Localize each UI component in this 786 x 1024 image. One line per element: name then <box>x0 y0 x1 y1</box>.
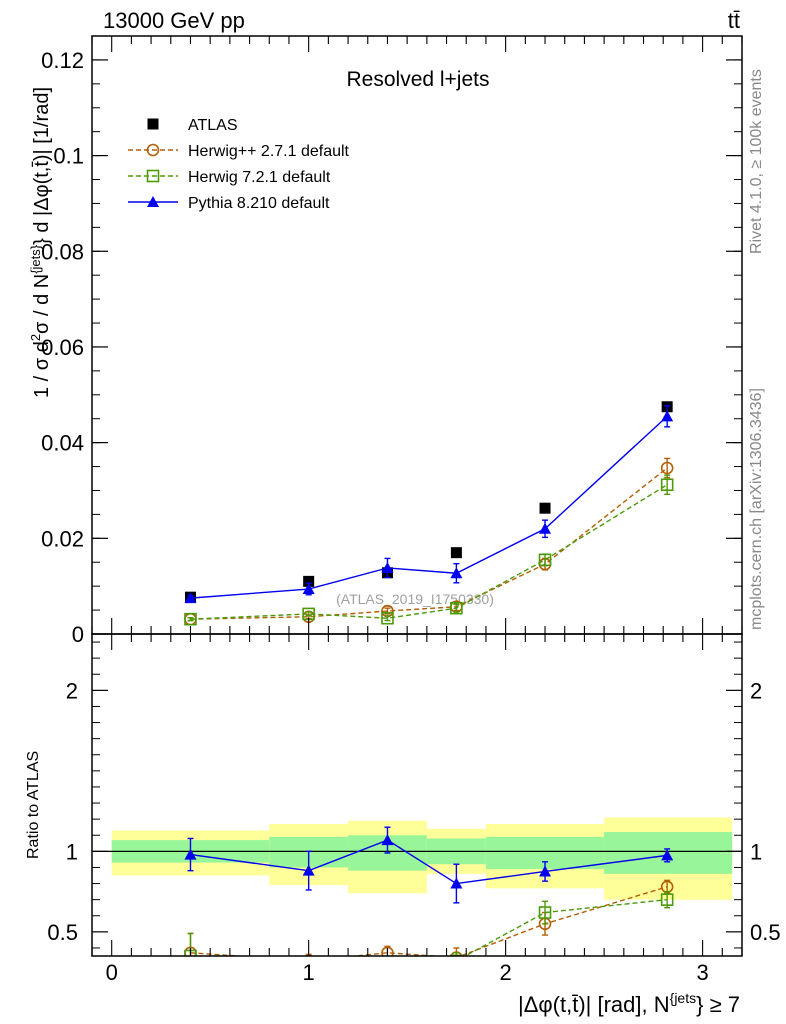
herwig-7-2-1-default-point <box>381 611 394 625</box>
legend-marker <box>147 196 159 207</box>
atlas-point <box>303 575 315 587</box>
pythia-8-210-default-point <box>661 410 674 422</box>
y-tick-label: 0.06 <box>41 335 84 360</box>
herwig-7-2-1-default-error-bar <box>542 900 549 925</box>
pythia-8-210-default-point <box>381 561 394 573</box>
main-axis-ticks <box>91 35 743 635</box>
herwig-7-2-1-default-point <box>660 893 674 906</box>
herwig-2-7-1-default-line <box>190 886 668 956</box>
ratio-y-tick-label: 1 <box>66 839 78 864</box>
pythia-8-210-default-point <box>184 592 197 604</box>
ratio-plot-data <box>92 817 742 977</box>
rivet-version-label: Rivet 4.1.0, ≥ 100k events <box>748 69 765 254</box>
legend-label: Herwig++ 2.7.1 default <box>188 143 350 160</box>
pythia-8-210-default-point <box>184 848 197 860</box>
legend-label: Herwig 7.2.1 default <box>188 169 331 186</box>
pythia-8-210-default-line <box>190 839 668 885</box>
y-tick-label: 0.02 <box>41 526 84 551</box>
herwig-7-2-1-default-point <box>450 954 463 956</box>
legend-marker <box>147 118 159 130</box>
ratio-panel: 0.5 0.5 1 1 2 2 0 1 2 3 Ratio to ATLAS |Δφ(t,t̄)… <box>25 633 781 1017</box>
main-panel: (ATLAS_2019_I1750330) 00.020.040.060.080… <box>28 35 743 647</box>
x-tick-label: 0 <box>106 960 118 985</box>
main-y-tick-labels: 0 0.02 0.04 0.06 0.08 0.1 0.12 <box>41 48 84 647</box>
ratio-axis-ticks <box>91 634 743 956</box>
pythia-8-210-default-point <box>539 865 552 877</box>
pythia-8-210-default-point <box>450 877 463 889</box>
pythia-8-210-default-point <box>450 567 463 579</box>
process-label: tt̄ <box>728 8 740 33</box>
ratio-y-tick-label-right: 2 <box>750 678 762 703</box>
herwig-7-2-1-default-error-bar <box>384 615 391 622</box>
herwig-2-7-1-default-point <box>381 946 394 956</box>
y-tick-label: 0.1 <box>53 144 84 169</box>
legend-label: Pythia 8.210 default <box>188 195 330 212</box>
herwig-7-2-1-default-error-bar <box>664 474 671 496</box>
energy-label: 13000 GeV pp <box>103 8 245 33</box>
x-tick-label: 1 <box>303 960 315 985</box>
pythia-8-210-default-point <box>539 522 552 534</box>
legend: ATLAS Herwig++ 2.7.1 default Herwig 7.2.1 … <box>128 117 350 212</box>
atlas-point <box>539 502 551 514</box>
herwig-7-2-1-default-error-bar <box>453 603 460 613</box>
x-tick-label: 2 <box>500 960 512 985</box>
herwig-7-2-1-default-error-bar <box>384 964 390 977</box>
ratio-y-axis-label: Ratio to ATLAS <box>25 751 42 859</box>
pythia-8-210-default-point <box>302 583 315 595</box>
herwig-7-2-1-default-error-bar <box>187 617 194 622</box>
herwig-2-7-1-default-point <box>660 461 674 475</box>
herwig-7-2-1-default-point <box>450 601 463 615</box>
herwig-7-2-1-default-line <box>190 484 668 620</box>
ratio-y-tick-label: 2 <box>66 678 78 703</box>
legend-item-herwig-2-7-1-default: Herwig++ 2.7.1 default <box>128 143 350 160</box>
y-tick-label: 0.04 <box>41 431 84 456</box>
herwig-7-2-1-default-point <box>538 553 552 567</box>
herwig-7-2-1-default-point <box>184 612 197 626</box>
pythia-8-210-default-point <box>302 864 315 876</box>
pythia-8-210-default-point <box>381 834 394 846</box>
chart-title: Resolved l+jets <box>347 68 490 91</box>
herwig-2-7-1-default-line <box>190 467 668 620</box>
ratio-plot-frame <box>91 633 743 957</box>
herwig-7-2-1-default-point <box>660 478 674 492</box>
atlas-point <box>450 547 462 559</box>
herwig-7-2-1-default-point <box>538 906 552 919</box>
herwig-7-2-1-default-line <box>190 898 668 956</box>
legend-label: ATLAS <box>188 117 238 134</box>
ratio-y-tick-label-right: 1 <box>750 839 762 864</box>
x-tick-label: 3 <box>696 960 708 985</box>
ratio-y-tick-labels: 0.5 0.5 1 1 2 2 <box>47 678 780 945</box>
pythia-8-210-default-line <box>190 415 668 599</box>
legend-item-herwig-7-2-1-default: Herwig 7.2.1 default <box>128 169 331 186</box>
legend-item-pythia-8-210-default: Pythia 8.210 default <box>128 195 330 212</box>
legend-marker <box>146 169 160 183</box>
ratio-y-tick-label-right: 0.5 <box>750 920 781 945</box>
main-y-axis-label: 1 / σ d2σ / d N{jets}} d |Δφ(t,t̄)| [1/r… <box>28 87 53 398</box>
herwig-7-2-1-default-error-bar <box>305 611 312 617</box>
legend-marker <box>146 143 160 157</box>
y-tick-label: 0.08 <box>41 239 84 264</box>
y-tick-label: 0.12 <box>41 48 84 73</box>
pythia-8-210-default-point <box>661 849 674 861</box>
herwig-2-7-1-default-error-bar <box>453 947 460 956</box>
y-tick-label: 0 <box>72 622 84 647</box>
ratio-y-tick-label: 0.5 <box>47 920 78 945</box>
analysis-watermark: (ATLAS_2019_I1750330) <box>336 591 494 607</box>
mcplots-label: mcplots.cern.ch [arXiv:1306.3436] <box>748 388 765 630</box>
herwig-7-2-1-default-error-bar <box>187 932 194 956</box>
herwig-7-2-1-default-point <box>382 965 393 976</box>
main-plot-data <box>184 401 674 626</box>
legend-item-atlas: ATLAS <box>147 117 238 134</box>
x-tick-labels: 0 1 2 3 <box>106 960 709 985</box>
x-axis-label: |Δφ(t,t̄)| [rad], N{jets} ≥ 7 <box>518 990 740 1017</box>
